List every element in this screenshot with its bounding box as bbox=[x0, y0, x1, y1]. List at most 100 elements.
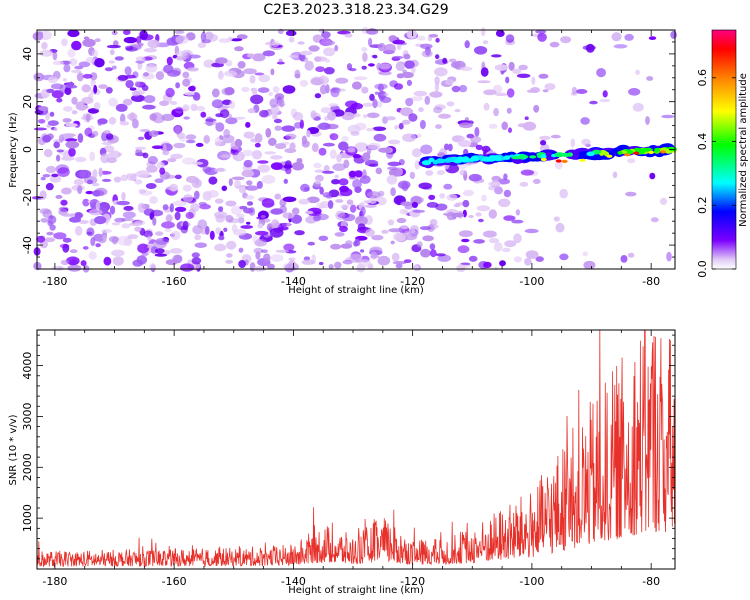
noise-blob bbox=[434, 82, 440, 93]
noise-blob bbox=[459, 122, 473, 129]
noise-blob bbox=[435, 54, 440, 60]
noise-blob bbox=[266, 263, 275, 270]
noise-blob bbox=[218, 206, 224, 212]
noise-blob bbox=[33, 72, 45, 82]
noise-blob bbox=[238, 186, 246, 194]
noise-blob bbox=[61, 38, 68, 47]
signal-blob-mid bbox=[457, 156, 464, 161]
noise-blob bbox=[425, 170, 434, 176]
noise-blob bbox=[387, 219, 395, 226]
noise-blob bbox=[318, 261, 324, 266]
noise-blob bbox=[512, 68, 522, 75]
noise-blob bbox=[185, 212, 194, 219]
noise-blob bbox=[254, 72, 265, 76]
noise-blob bbox=[274, 222, 280, 226]
snr-y-label: SNR (10 * v/v) bbox=[8, 414, 19, 485]
spectrogram-x-ticks: -180 -160 -140 -120 -100 -80 bbox=[42, 30, 660, 288]
noise-blob bbox=[229, 100, 236, 110]
noise-blob bbox=[155, 237, 170, 245]
noise-blob bbox=[444, 79, 455, 85]
noise-blob bbox=[522, 121, 537, 131]
noise-blob bbox=[428, 194, 436, 200]
noise-blob bbox=[318, 235, 329, 241]
noise-blob bbox=[646, 76, 654, 81]
noise-blob bbox=[352, 154, 361, 159]
noise-blob bbox=[412, 209, 426, 213]
noise-blob bbox=[341, 136, 349, 142]
noise-blob bbox=[306, 130, 311, 138]
noise-blob bbox=[661, 114, 675, 119]
noise-blob bbox=[82, 38, 96, 48]
noise-blob bbox=[162, 150, 170, 156]
noise-blob bbox=[205, 118, 217, 122]
noise-blob bbox=[100, 153, 110, 164]
noise-blob bbox=[439, 193, 446, 199]
noise-blob bbox=[494, 92, 508, 97]
noise-blob bbox=[209, 230, 215, 240]
noise-blob bbox=[161, 113, 175, 121]
noise-blob bbox=[314, 56, 322, 62]
noise-blob bbox=[63, 63, 71, 73]
noise-blob bbox=[223, 227, 228, 232]
noise-blob bbox=[200, 31, 207, 42]
noise-blob bbox=[392, 55, 404, 60]
noise-blob bbox=[241, 169, 255, 178]
noise-blob bbox=[71, 96, 78, 105]
noise-blob bbox=[387, 161, 402, 167]
noise-blob bbox=[330, 243, 342, 250]
signal-blob-mid bbox=[481, 157, 493, 162]
noise-blob bbox=[230, 205, 243, 215]
signal-blob-mid bbox=[472, 156, 480, 162]
noise-blob bbox=[274, 193, 282, 200]
signal-blob-mid bbox=[567, 152, 573, 157]
noise-blob bbox=[154, 248, 165, 254]
signal-blob-mid bbox=[529, 155, 537, 159]
noise-blob bbox=[377, 83, 384, 92]
noise-blob bbox=[67, 48, 76, 58]
noise-blob bbox=[39, 190, 47, 200]
noise-blob bbox=[173, 254, 183, 264]
noise-blob bbox=[559, 188, 568, 199]
noise-blob bbox=[270, 155, 283, 160]
noise-blob bbox=[198, 202, 207, 206]
noise-blob bbox=[69, 216, 81, 223]
noise-blob bbox=[134, 179, 143, 185]
noise-blob bbox=[52, 60, 64, 65]
noise-blob bbox=[143, 230, 153, 238]
noise-blob bbox=[428, 202, 437, 207]
noise-blob bbox=[167, 69, 181, 77]
noise-blob bbox=[364, 204, 377, 208]
noise-blob bbox=[117, 235, 131, 246]
noise-blob bbox=[39, 49, 53, 57]
noise-blob bbox=[149, 263, 157, 271]
noise-blob bbox=[402, 210, 409, 214]
noise-blob bbox=[462, 199, 470, 208]
signal-blob-mid bbox=[435, 158, 447, 164]
noise-blob bbox=[649, 172, 656, 180]
noise-blob bbox=[39, 208, 51, 215]
noise-blob bbox=[476, 205, 491, 212]
noise-blob bbox=[354, 142, 369, 152]
noise-blob bbox=[142, 152, 149, 159]
noise-blob bbox=[173, 142, 186, 149]
noise-blob bbox=[282, 196, 297, 203]
noise-blob bbox=[261, 249, 268, 253]
noise-blob bbox=[154, 253, 167, 257]
noise-blob bbox=[362, 102, 374, 107]
noise-blob bbox=[203, 31, 214, 41]
noise-blob bbox=[62, 118, 72, 123]
noise-blob bbox=[581, 138, 591, 146]
noise-blob bbox=[311, 142, 319, 153]
noise-blob bbox=[575, 89, 588, 94]
noise-blob bbox=[323, 47, 336, 57]
noise-blob bbox=[366, 112, 380, 119]
noise-blob bbox=[554, 160, 563, 170]
noise-blob bbox=[215, 213, 225, 223]
noise-blob bbox=[324, 58, 331, 63]
noise-blob bbox=[329, 149, 337, 159]
noise-blob bbox=[526, 89, 537, 93]
noise-blob bbox=[132, 118, 139, 129]
noise-blob bbox=[475, 212, 482, 217]
noise-blob bbox=[218, 235, 225, 241]
noise-blob bbox=[78, 220, 89, 224]
